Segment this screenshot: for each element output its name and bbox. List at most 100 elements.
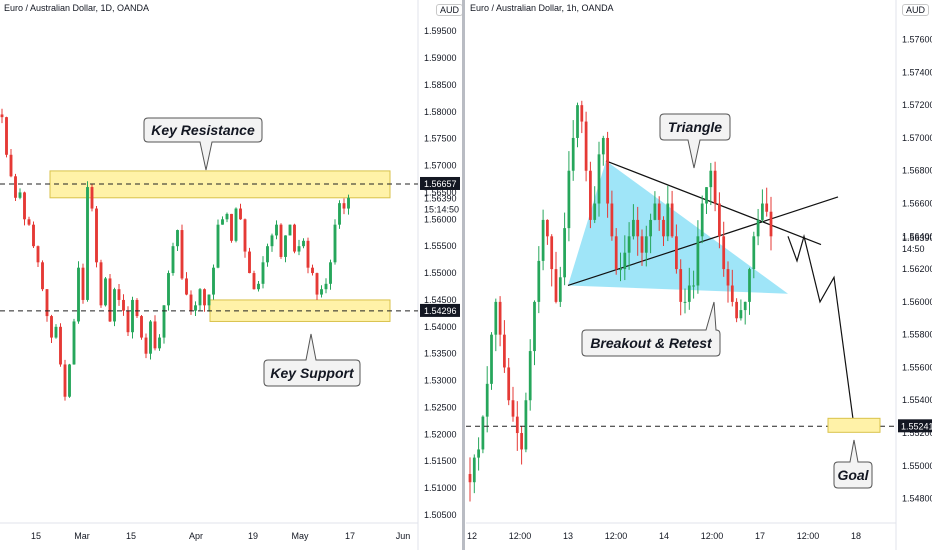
candle-body: [520, 433, 523, 450]
breakout-callout-text: Breakout & Retest: [590, 335, 713, 351]
last-price-label: 1.56390: [424, 193, 457, 203]
candle-body: [99, 262, 103, 306]
price-tick-label: 1.56800: [902, 166, 932, 176]
candle-body: [644, 236, 648, 253]
candle-body: [507, 367, 511, 401]
candle-body: [194, 305, 197, 311]
candle-body: [90, 187, 94, 209]
price-tick-label: 1.50500: [424, 510, 457, 520]
time-tick-label: 17: [345, 531, 355, 541]
candle-body: [311, 267, 314, 274]
candle-body: [225, 213, 229, 220]
candle-body: [284, 235, 287, 257]
candle-body: [567, 170, 571, 229]
candle-body: [135, 299, 139, 317]
candle-body: [546, 219, 549, 237]
price-tick-label: 1.57500: [424, 134, 457, 144]
candle-body: [302, 240, 305, 247]
candle-body: [252, 273, 256, 290]
daily-chart-panel[interactable]: 1.59500 1.59000 1.58500 1.58000 1.57500 1.570…: [0, 0, 464, 550]
candle-body: [730, 285, 734, 302]
hourly-chart-canvas[interactable]: 1.57600 1.57400 1.57200 1.57000 1.56800 1.566…: [466, 0, 932, 550]
candle-body: [122, 299, 125, 311]
candle-body: [320, 289, 323, 295]
candle-body: [41, 262, 44, 290]
time-tick-label: 15: [126, 531, 136, 541]
candle-body: [576, 105, 579, 138]
candle-body: [601, 137, 605, 155]
price-tick-label: 1.56200: [902, 264, 932, 274]
candle-body: [563, 228, 566, 278]
candle-body: [27, 219, 31, 225]
hourly-currency-badge[interactable]: AUD: [902, 4, 930, 16]
price-tick-label: 1.54000: [424, 322, 457, 332]
price-tick-label: 1.55000: [902, 461, 932, 471]
candle-body: [606, 137, 609, 204]
candle-body: [167, 273, 170, 306]
price-tick-label: 1.59000: [424, 53, 457, 63]
candle-body: [584, 121, 588, 171]
support-price-tag: 1.54296: [424, 306, 457, 316]
price-tick-label: 1.58500: [424, 80, 457, 90]
candle-body: [212, 267, 215, 295]
candle-body: [761, 203, 764, 220]
candle-body: [180, 230, 184, 279]
candle-body: [198, 289, 202, 306]
candle-body: [54, 326, 58, 338]
candle-body: [176, 230, 179, 247]
time-tick-label: 13: [563, 531, 573, 541]
candle-body: [490, 334, 493, 384]
price-tick-label: 1.56000: [424, 214, 457, 224]
candle-body: [748, 269, 751, 302]
candle-body: [692, 285, 695, 287]
candle-body: [687, 285, 691, 302]
candle-body: [221, 219, 224, 225]
candle-body: [709, 170, 713, 188]
candle-body: [472, 457, 476, 483]
daily-currency-badge[interactable]: AUD: [436, 4, 464, 16]
candle-body: [50, 316, 53, 338]
candle-body: [700, 203, 704, 237]
candle-body: [735, 301, 738, 319]
candle-body: [338, 203, 341, 225]
candle-body: [515, 416, 519, 434]
candle-body: [670, 203, 674, 237]
resistance-price-tag-bg: [420, 176, 460, 190]
time-tick-label: Jun: [396, 531, 411, 541]
candle-body: [126, 310, 130, 333]
candle-body: [657, 203, 661, 220]
support-price-tag-bg: [420, 303, 460, 317]
candle-body: [324, 283, 328, 290]
candle-body: [18, 192, 22, 198]
candle-body: [619, 269, 622, 271]
candle-body: [541, 219, 545, 261]
candle-body: [95, 208, 98, 263]
price-tick-label: 1.55800: [902, 330, 932, 340]
candle-body: [597, 154, 601, 204]
candle-body: [533, 301, 536, 352]
price-tick-label: 1.54800: [902, 494, 932, 504]
candle-body: [683, 301, 687, 303]
candle-body: [5, 117, 8, 155]
candle-body: [485, 383, 489, 417]
daily-chart-title: Euro / Australian Dollar, 1D, OANDA: [4, 3, 150, 13]
panel-divider[interactable]: [462, 0, 465, 550]
candle-body: [554, 269, 558, 302]
price-tick-label: 1.55200: [902, 428, 932, 438]
hourly-chart-panel[interactable]: 1.57600 1.57400 1.57200 1.57000 1.56800 1.566…: [466, 0, 932, 550]
candle-body: [696, 236, 700, 286]
candle-body: [36, 246, 40, 263]
candle-body: [675, 236, 678, 270]
candle-body: [72, 321, 76, 365]
candle-body: [153, 321, 157, 349]
candle-body: [104, 278, 107, 306]
candle-body: [537, 260, 541, 302]
candle-body: [86, 187, 89, 300]
candle-body: [144, 337, 148, 354]
candle-body: [23, 192, 26, 220]
price-tick-label: 1.57600: [902, 35, 932, 45]
candle-body: [528, 351, 532, 401]
daily-chart-canvas[interactable]: 1.59500 1.59000 1.58500 1.58000 1.57500 1.570…: [0, 0, 463, 550]
price-tick-label: 1.56500: [424, 187, 457, 197]
time-tick-label: 19: [248, 531, 258, 541]
